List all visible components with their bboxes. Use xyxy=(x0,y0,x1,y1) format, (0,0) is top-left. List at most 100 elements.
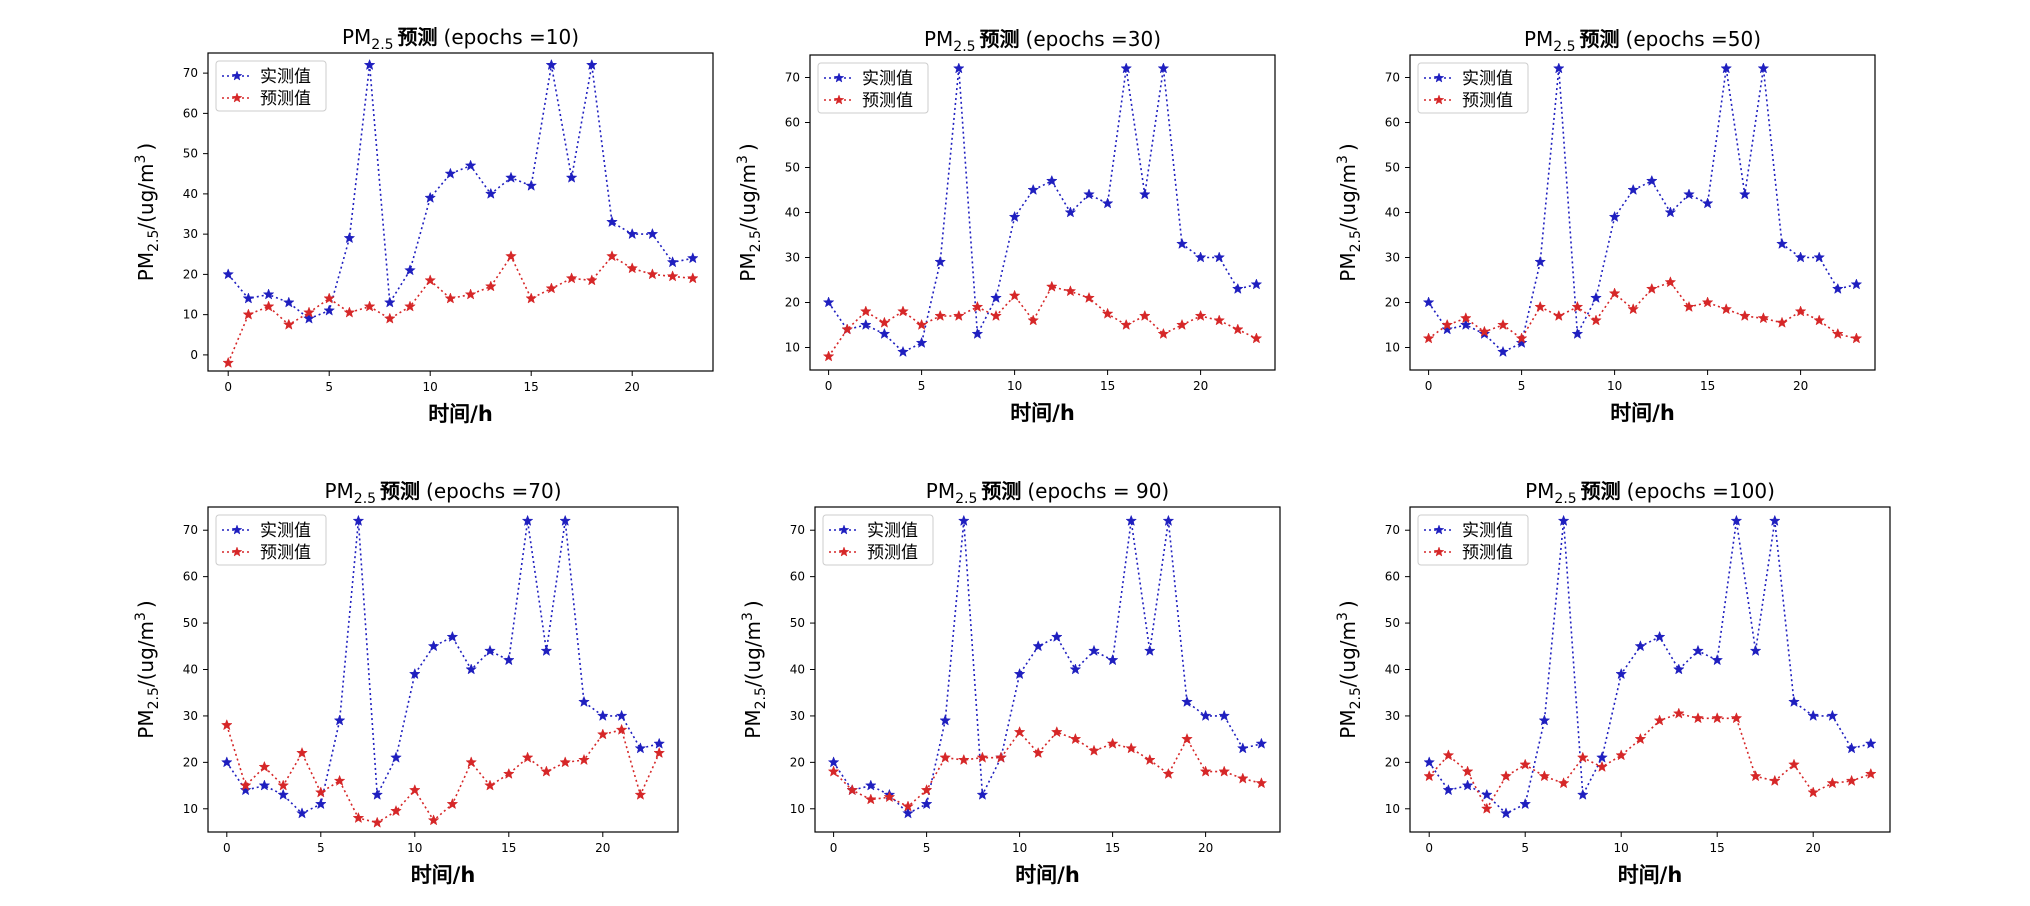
predicted-point xyxy=(990,309,1002,321)
predicted-point xyxy=(1552,309,1565,321)
actual-point xyxy=(1534,255,1547,267)
actual-point xyxy=(242,292,255,304)
legend-label: 实测值 xyxy=(867,521,918,541)
x-tick-label: 15 xyxy=(1100,379,1115,393)
chart-title: PM2.5 预测 (epochs =50) xyxy=(1524,27,1761,55)
predicted-point xyxy=(1013,726,1026,738)
predicted-point xyxy=(822,350,835,362)
title-word: 预测 xyxy=(1581,479,1621,503)
predicted-point xyxy=(262,300,275,312)
predicted-point xyxy=(1576,751,1589,763)
actual-point xyxy=(1788,695,1800,707)
predicted-point xyxy=(1213,314,1226,326)
predicted-point xyxy=(484,779,496,791)
actual-point xyxy=(615,709,628,721)
predicted-point xyxy=(383,312,396,324)
predicted-point xyxy=(1590,314,1602,326)
predicted-point xyxy=(314,786,327,798)
predicted-point xyxy=(653,746,666,759)
y-tick-label: 30 xyxy=(1385,251,1400,265)
predicted-series-line xyxy=(827,285,1257,357)
x-tick-label: 0 xyxy=(1425,841,1433,855)
predicted-point xyxy=(1250,332,1263,344)
predicted-point xyxy=(1538,770,1551,782)
chart-title: PM2.5 预测 (epochs =10) xyxy=(342,25,579,53)
ylabel-pm: PM xyxy=(134,252,158,281)
actual-point xyxy=(371,788,384,800)
actual-point xyxy=(239,784,252,796)
y-tick-label: 10 xyxy=(790,802,805,816)
actual-point xyxy=(1500,807,1512,819)
predicted-point xyxy=(1125,742,1138,754)
predicted-point xyxy=(1194,309,1207,321)
title-word: 预测 xyxy=(1580,27,1620,51)
title-suffix: (epochs =100) xyxy=(1627,479,1775,503)
predicted-point xyxy=(1634,732,1647,745)
title-pm: PM xyxy=(324,479,353,503)
actual-point xyxy=(1576,788,1589,800)
actual-point xyxy=(939,714,952,726)
predicted-point xyxy=(1162,767,1175,779)
x-tick-label: 0 xyxy=(223,841,231,855)
legend-marker xyxy=(231,524,243,535)
predicted-point xyxy=(1664,276,1677,288)
actual-point xyxy=(1776,237,1788,249)
predicted-point xyxy=(1045,280,1058,292)
predicted-point xyxy=(323,292,336,304)
y-axis-label: PM2.5/(ug/m3) xyxy=(1335,600,1364,738)
predicted-point xyxy=(1845,774,1858,786)
ylabel-close: ) xyxy=(741,600,765,608)
actual-point xyxy=(220,756,233,768)
ylabel-subscript: 2.5 xyxy=(146,230,162,252)
actual-point xyxy=(1194,251,1207,263)
legend-label: 实测值 xyxy=(260,67,311,87)
legend-label: 预测值 xyxy=(1462,91,1513,111)
predicted-point xyxy=(1120,318,1133,330)
actual-point xyxy=(1757,62,1770,74)
actual-point xyxy=(686,252,699,264)
chart-title: PM2.5 预测 (epochs = 90) xyxy=(926,479,1169,507)
ylabel-unit: /(ug/m xyxy=(736,164,760,230)
ylabel-unit: /(ug/m xyxy=(741,621,765,687)
x-tick-label: 20 xyxy=(595,841,610,855)
actual-point xyxy=(1807,709,1820,721)
ylabel-superscript: 3 xyxy=(735,155,751,164)
predicted-point xyxy=(465,756,478,768)
actual-point xyxy=(1519,797,1532,810)
predicted-point xyxy=(1069,732,1082,745)
predicted-point xyxy=(1653,714,1666,726)
title-pm: PM xyxy=(1525,479,1554,503)
x-tick-label: 15 xyxy=(1105,841,1120,855)
predicted-point xyxy=(1442,749,1455,761)
predicted-point xyxy=(1008,289,1021,301)
actual-point xyxy=(521,514,534,526)
predicted-point xyxy=(502,767,515,779)
legend-label: 预测值 xyxy=(862,91,913,111)
predicted-point xyxy=(427,814,440,826)
predicted-point xyxy=(859,305,872,317)
actual-point xyxy=(578,695,590,707)
y-tick-label: 20 xyxy=(183,755,198,769)
actual-point xyxy=(1664,206,1677,218)
y-tick-label: 50 xyxy=(1385,616,1400,630)
ylabel-pm: PM xyxy=(736,252,760,281)
legend-marker xyxy=(838,546,850,557)
actual-point xyxy=(864,779,877,791)
y-tick-label: 20 xyxy=(785,296,800,310)
ylabel-close: ) xyxy=(134,600,158,608)
actual-point xyxy=(1608,210,1621,222)
predicted-point xyxy=(1218,765,1231,777)
ylabel-unit: /(ug/m xyxy=(1336,621,1360,687)
predicted-point xyxy=(540,765,553,777)
actual-point xyxy=(505,171,517,183)
x-tick-label: 5 xyxy=(317,841,325,855)
predicted-point xyxy=(1441,318,1454,330)
actual-point xyxy=(1125,514,1138,526)
legend-marker xyxy=(231,70,243,81)
predicted-point xyxy=(1608,287,1621,299)
actual-point xyxy=(1199,709,1212,721)
ylabel-unit: /(ug/m xyxy=(134,621,158,687)
x-tick-label: 10 xyxy=(407,841,422,855)
y-tick-label: 0 xyxy=(190,348,198,362)
